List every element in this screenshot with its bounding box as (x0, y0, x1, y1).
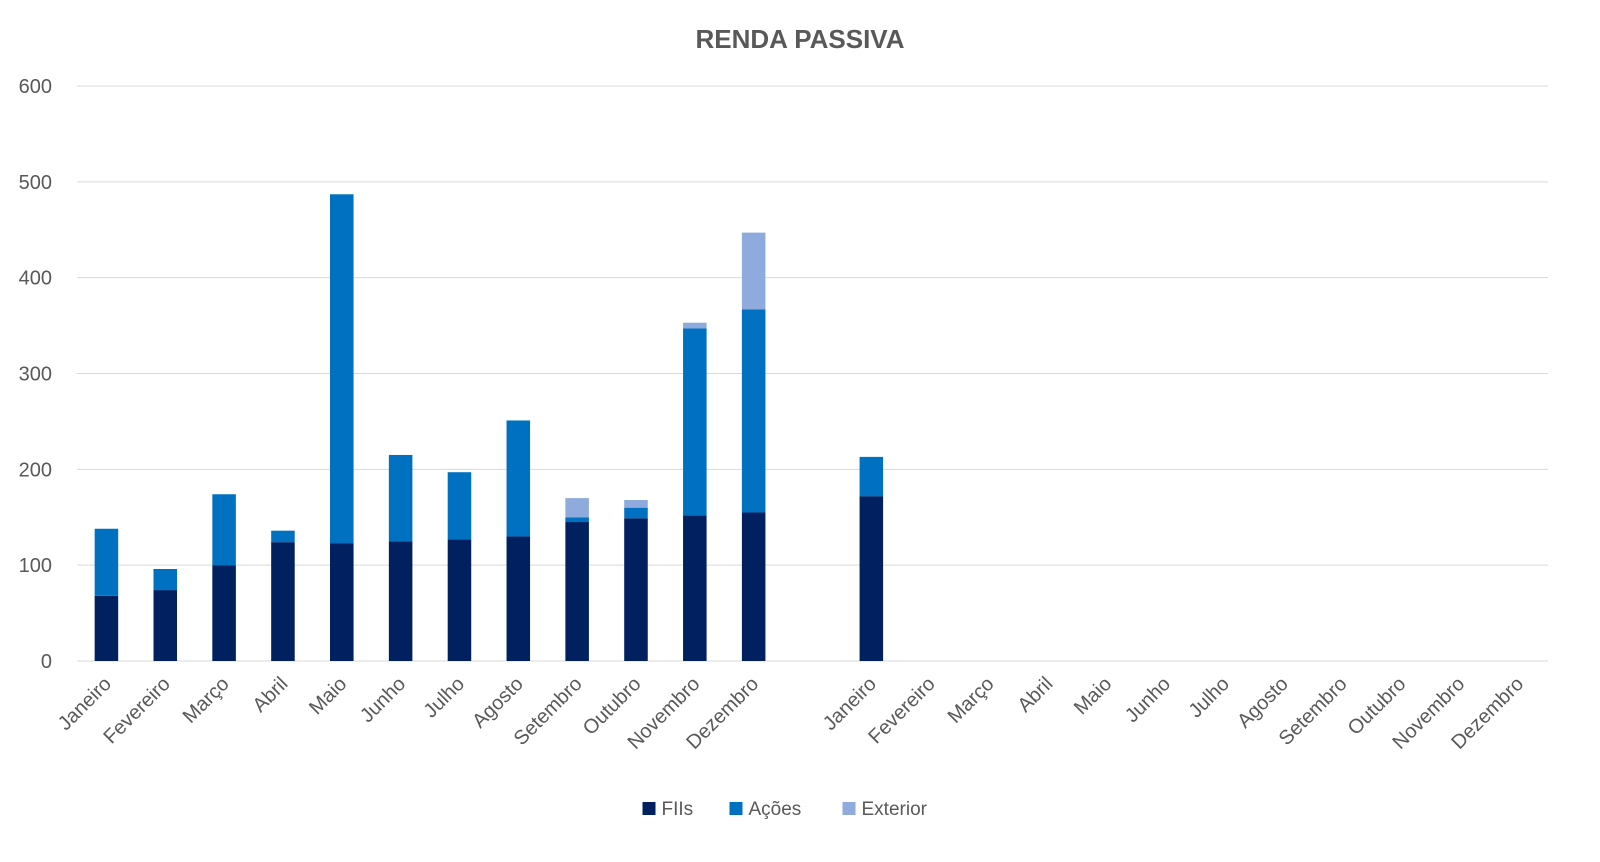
bar-fiis-1 (153, 590, 178, 661)
chart-title: RENDA PASSIVA (696, 24, 905, 54)
x-tick-label: Julho (420, 673, 469, 722)
legend: FIIs Ações Exterior (642, 799, 928, 820)
bar-fiis-9 (624, 518, 648, 661)
legend-swatch-0 (642, 802, 656, 815)
bar-a-es-2 (212, 494, 236, 566)
x-tick-label: Março (944, 673, 999, 728)
x-tick-label: Julho (1185, 673, 1234, 722)
x-tick-label: Agosto (1233, 673, 1293, 733)
bar-a-es-13 (859, 456, 884, 497)
bar-a-es-8 (565, 517, 589, 523)
bar-fiis-0 (94, 595, 119, 661)
bar-fiis-7 (506, 536, 531, 661)
bar-a-es-5 (388, 454, 413, 542)
bar-a-es-6 (447, 472, 472, 540)
gridlines (77, 85, 1548, 662)
bar-a-es-9 (624, 507, 648, 519)
bar-a-es-10 (683, 328, 707, 516)
bar-fiis-8 (565, 522, 589, 661)
bar-exterior-10 (683, 322, 707, 329)
bar-a-es-1 (153, 569, 178, 591)
y-tick-label: 200 (19, 459, 52, 481)
x-tick-label: Abril (249, 673, 293, 717)
bar-exterior-9 (624, 500, 648, 508)
x-tick-label: Maio (305, 673, 351, 719)
bar-fiis-4 (330, 543, 354, 661)
y-tick-label: 400 (19, 268, 52, 290)
legend-label: Exterior (862, 799, 928, 820)
bar-fiis-2 (212, 565, 236, 661)
legend-label: FIIs (662, 799, 694, 820)
bars (94, 194, 884, 661)
bar-exterior-11 (741, 232, 766, 310)
bar-fiis-5 (388, 541, 413, 661)
x-tick-label: Maio (1070, 673, 1116, 719)
y-tick-label: 100 (19, 555, 52, 577)
bar-fiis-13 (859, 496, 884, 661)
legend-swatch-1 (729, 802, 743, 815)
x-tick-label: Agosto (468, 673, 528, 733)
y-tick-label: 300 (19, 364, 52, 386)
bar-exterior-8 (565, 498, 589, 518)
bar-a-es-11 (741, 309, 766, 513)
y-tick-label: 600 (19, 76, 52, 98)
bar-fiis-3 (271, 542, 295, 661)
bar-fiis-11 (741, 512, 766, 661)
bar-a-es-3 (271, 530, 295, 543)
x-tick-label: Março (179, 673, 234, 728)
bar-fiis-6 (447, 539, 472, 661)
y-tick-label: 0 (41, 651, 52, 673)
x-tick-label: Abril (1014, 673, 1058, 717)
x-tick-label: Junho (1121, 673, 1175, 727)
y-tick-label: 500 (19, 172, 52, 194)
legend-label: Ações (749, 799, 802, 820)
legend-swatch-2 (842, 802, 856, 815)
y-axis-ticks: 0 100 200 300 400 500 600 (19, 76, 52, 673)
x-tick-label: Junho (356, 673, 410, 727)
bar-a-es-4 (330, 194, 354, 544)
bar-a-es-7 (506, 420, 531, 537)
bar-a-es-0 (94, 528, 119, 596)
bar-fiis-10 (683, 515, 707, 661)
